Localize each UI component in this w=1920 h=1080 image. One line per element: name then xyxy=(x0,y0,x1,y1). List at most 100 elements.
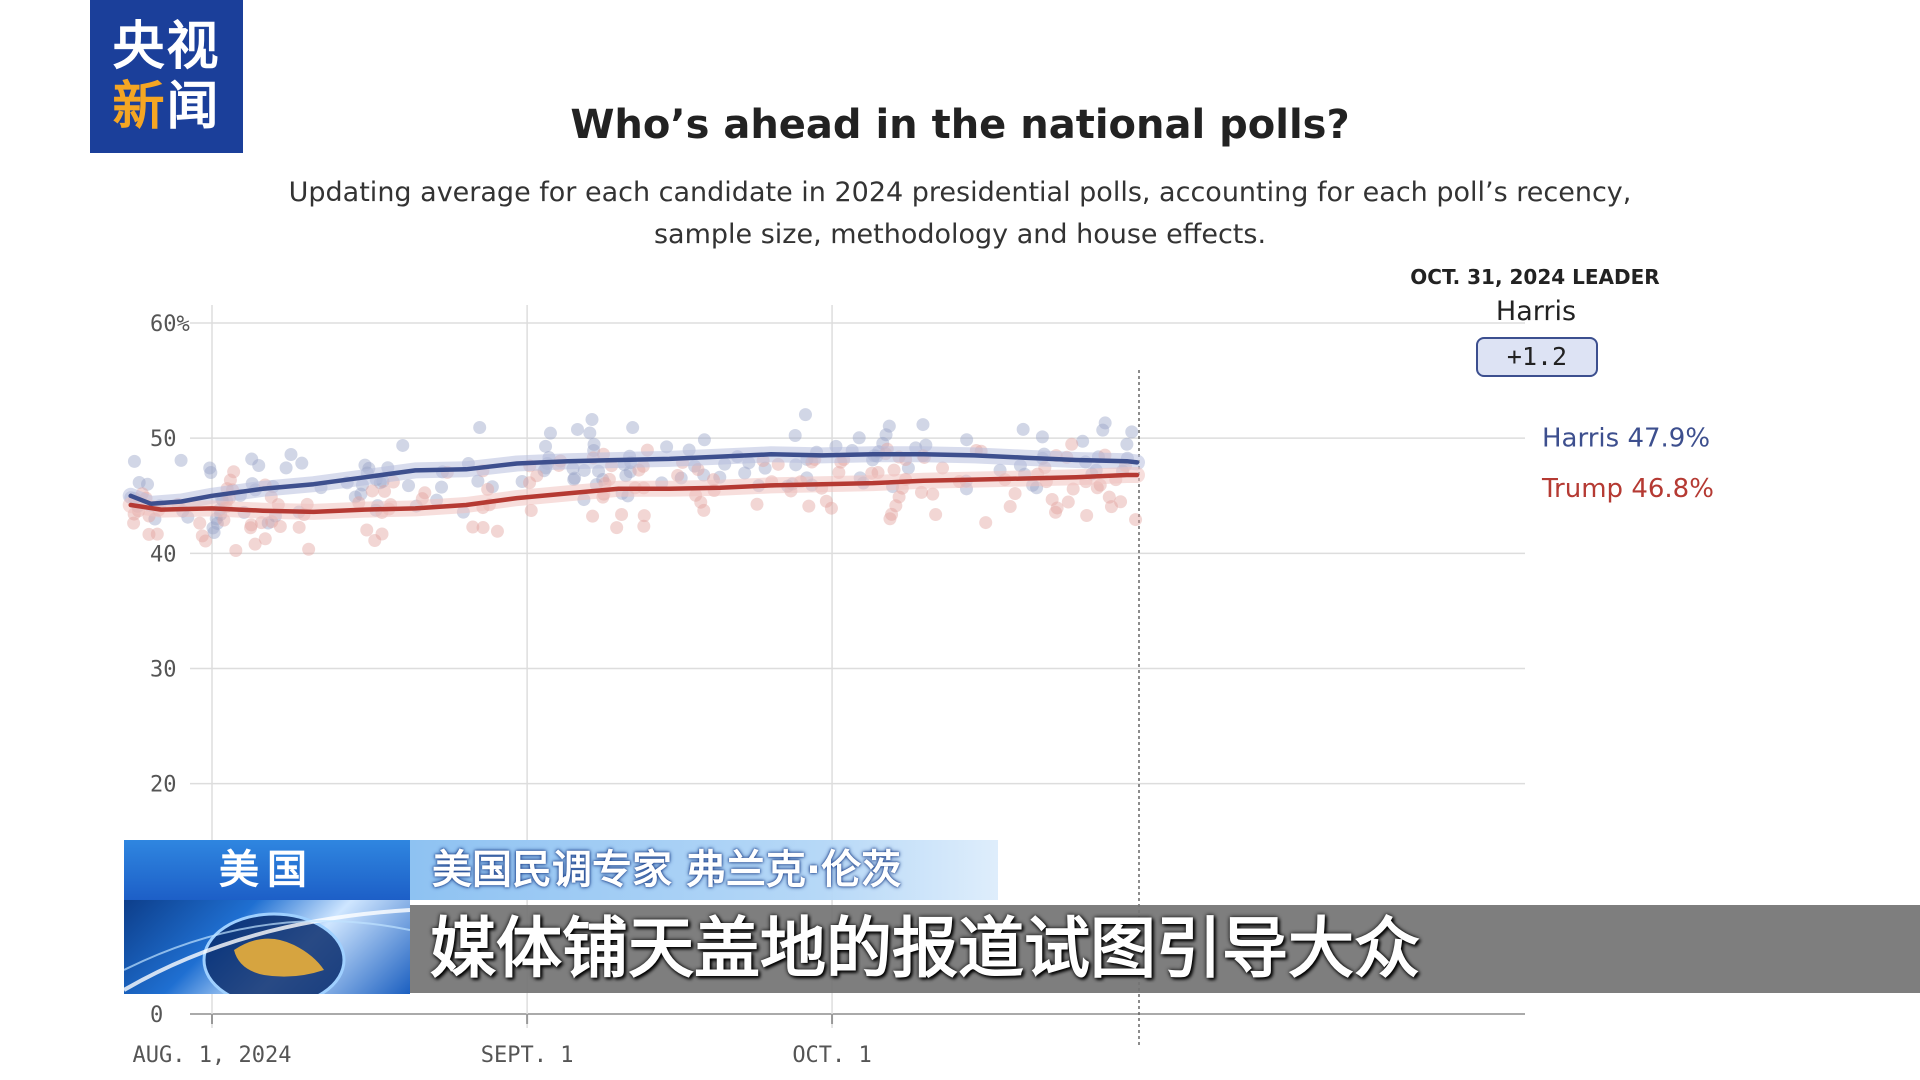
poll-dot-trump xyxy=(1003,500,1017,514)
poll-dot-trump xyxy=(979,516,993,530)
logo-line1: 央视 xyxy=(112,16,221,77)
poll-dot-trump xyxy=(193,516,207,530)
poll-dot-trump xyxy=(697,503,711,517)
poll-dot-trump xyxy=(610,521,624,535)
logo-char-xin: 新 xyxy=(112,76,167,137)
poll-dot-harris xyxy=(1098,416,1112,430)
poll-dot-harris xyxy=(852,431,866,445)
poll-dot-harris xyxy=(127,454,141,468)
poll-dot-harris xyxy=(435,480,449,494)
poll-dot-harris xyxy=(279,461,293,475)
poll-dot-trump xyxy=(1050,501,1064,515)
poll-dot-harris xyxy=(174,453,188,467)
poll-dot-trump xyxy=(1065,437,1079,451)
poll-dot-harris xyxy=(358,458,372,472)
poll-dot-harris xyxy=(738,466,752,480)
poll-dot-trump xyxy=(490,524,504,538)
poll-dot-harris xyxy=(882,419,896,433)
poll-dot-trump xyxy=(360,523,374,537)
chart-title: Who’s ahead in the national polls? xyxy=(570,102,1350,148)
y-tick-label: 50 xyxy=(150,427,177,452)
poll-dot-harris xyxy=(1035,430,1049,444)
x-tick-label: AUG. 1, 2024 xyxy=(133,1043,292,1068)
chart-subtitle-line2: sample size, methodology and house effec… xyxy=(653,219,1267,250)
globe-graphic xyxy=(124,900,410,994)
leader-date-label: OCT. 31, 2024 LEADER xyxy=(1410,265,1660,289)
poll-dot-harris xyxy=(788,429,802,443)
poll-dot-harris xyxy=(697,433,711,447)
poll-dot-trump xyxy=(889,499,903,513)
poll-dot-trump xyxy=(530,469,544,483)
poll-dot-trump xyxy=(750,497,764,511)
poll-dot-trump xyxy=(637,509,651,523)
poll-dot-harris xyxy=(473,420,487,434)
poll-dot-harris xyxy=(252,459,266,473)
poll-dot-trump xyxy=(615,508,629,522)
logo-line2: 新闻 xyxy=(112,77,220,137)
poll-dot-trump xyxy=(1090,481,1104,495)
poll-dot-harris xyxy=(626,421,640,435)
poll-dot-trump xyxy=(524,503,538,517)
poll-dot-harris xyxy=(295,456,309,470)
poll-dot-harris xyxy=(396,438,410,452)
poll-dot-harris xyxy=(916,418,930,432)
poll-dot-trump xyxy=(466,520,480,534)
poll-dot-trump xyxy=(1049,505,1063,519)
series-line-harris xyxy=(128,452,1140,507)
poll-dot-trump xyxy=(824,501,838,515)
poll-dot-trump xyxy=(914,485,928,499)
poll-dot-trump xyxy=(929,508,943,522)
poll-dot-harris xyxy=(132,476,146,490)
caption-bar xyxy=(410,905,1920,993)
poll-dot-trump xyxy=(802,499,816,513)
poll-dot-harris xyxy=(261,516,275,530)
poll-dot-trump xyxy=(691,463,705,477)
poll-dot-trump xyxy=(418,486,432,500)
poll-dot-harris xyxy=(1076,434,1090,448)
poll-dot-trump xyxy=(375,527,389,541)
poll-dot-trump xyxy=(378,484,392,498)
poll-dot-harris xyxy=(798,408,812,422)
poll-dot-trump xyxy=(892,490,906,504)
poll-dot-harris xyxy=(960,433,974,447)
poll-dot-trump xyxy=(1080,509,1094,523)
poll-dot-trump xyxy=(273,520,287,534)
chart-subtitle-line1: Updating average for each candidate in 2… xyxy=(288,177,1632,208)
poll-dot-trump xyxy=(1129,513,1143,527)
poll-dot-harris xyxy=(203,461,217,475)
cctv-news-logo: 央视 新闻 xyxy=(90,0,243,153)
poll-dot-harris xyxy=(204,466,218,480)
leader-margin-badge: +1.2 xyxy=(1476,337,1598,377)
poll-dot-harris xyxy=(515,474,529,488)
poll-dot-harris xyxy=(206,521,220,535)
poll-dot-harris xyxy=(485,480,499,494)
series-end-label-harris: Harris 47.9% xyxy=(1542,423,1710,453)
poll-dot-trump xyxy=(150,527,164,541)
poll-dot-trump xyxy=(883,512,897,526)
poll-dot-trump xyxy=(244,521,258,535)
poll-dot-trump xyxy=(142,527,156,541)
poll-dot-trump xyxy=(258,532,272,546)
poll-dot-harris xyxy=(354,487,368,501)
poll-dot-trump xyxy=(819,494,833,508)
poll-dot-trump xyxy=(887,463,901,477)
poll-dot-trump xyxy=(523,476,537,490)
poll-dot-harris xyxy=(539,439,553,453)
logo-char-wen: 闻 xyxy=(166,76,221,137)
poll-dot-trump xyxy=(368,533,382,547)
poll-dot-harris xyxy=(543,426,557,440)
poll-dot-harris xyxy=(207,526,221,540)
poll-dot-harris xyxy=(284,447,298,461)
poll-dot-trump xyxy=(1102,490,1116,504)
poll-dot-trump xyxy=(1104,500,1118,514)
poll-dot-harris xyxy=(587,437,601,451)
series-line-trump xyxy=(128,472,1140,515)
chart-subtitle: Updating average for each candidate in 2… xyxy=(270,172,1650,256)
poll-dot-harris xyxy=(879,428,893,442)
poll-dot-harris xyxy=(402,479,416,493)
poll-dot-trump xyxy=(1008,487,1022,501)
poll-dot-trump xyxy=(637,519,651,533)
poll-dot-harris xyxy=(697,468,711,482)
poll-dot-harris xyxy=(210,516,224,530)
poll-dot-harris xyxy=(570,422,584,436)
